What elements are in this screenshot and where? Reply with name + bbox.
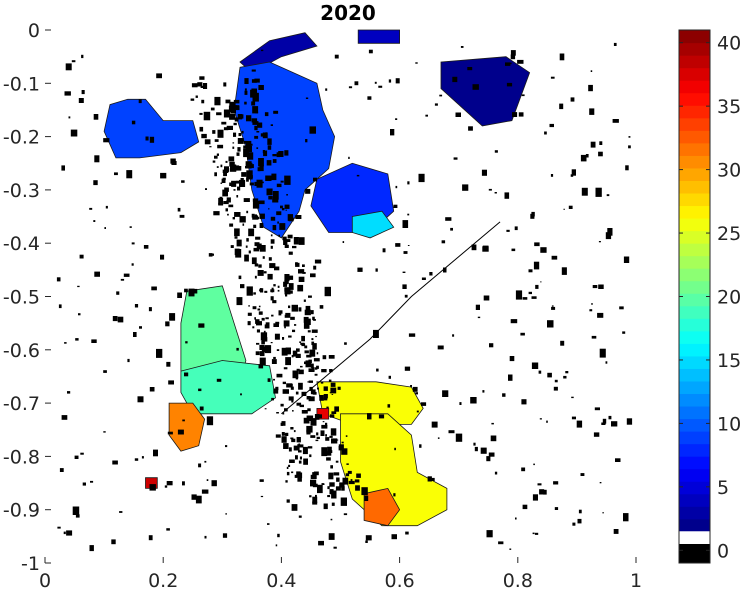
colorbar-segment	[679, 468, 710, 482]
colorbar-segment	[679, 518, 710, 532]
heatmap-region	[180, 360, 276, 415]
colorbar-segment	[679, 92, 710, 106]
colorbar-segment	[679, 155, 710, 169]
axes: 0 0.2 0.4 0.6 0.8 1 0 -0.1 -0.2 -0.3 -0.4 -0.5 -0.6 -…	[3, 20, 642, 592]
x-tick-label: 0	[39, 570, 51, 592]
colorbar-segment	[679, 280, 710, 294]
colorbar-tick-label: 20	[717, 287, 741, 309]
colorbar-segment	[679, 130, 710, 144]
heatmap-region	[363, 487, 401, 527]
colorbar-segment	[679, 217, 710, 232]
heatmap-region	[168, 402, 206, 452]
colorbar-tick-label: 40	[717, 33, 741, 55]
y-tick-label: -0.1	[3, 73, 40, 95]
x-tick-label: 0.6	[384, 570, 414, 592]
colorbar-segment	[679, 142, 710, 156]
colorbar-segment	[679, 318, 710, 332]
colorbar-segment	[679, 481, 710, 495]
colorbar-tick-label: 30	[717, 160, 741, 182]
colorbar-segment	[679, 330, 710, 344]
colorbar-segment	[679, 67, 710, 81]
colorbar-tick-label: 35	[717, 96, 741, 118]
y-tick-label: -0.9	[3, 500, 40, 522]
colorbar-segment	[679, 117, 710, 131]
x-tick-label: 0.4	[266, 570, 296, 592]
colorbar-segment	[679, 355, 710, 369]
y-tick-label: 0	[28, 20, 40, 42]
colorbar-tick-label: 10	[717, 413, 741, 435]
colorbar-segment	[679, 293, 710, 307]
chart-title: 2020	[320, 1, 376, 25]
colorbar-segment	[679, 305, 710, 319]
heatmap-region	[103, 98, 200, 159]
colorbar-segment	[679, 167, 710, 181]
colorbar-tick-label: 15	[717, 350, 741, 372]
colorbar-segment	[679, 243, 710, 257]
y-tick-label: -0.8	[3, 446, 40, 468]
colorbar-segment	[679, 105, 710, 119]
heatmap-region	[357, 29, 401, 44]
heatmap-area	[56, 29, 633, 552]
colorbar-segment	[679, 493, 710, 507]
heatmap-region	[440, 56, 531, 127]
colorbar-segment	[679, 456, 710, 470]
heatmap-region	[351, 210, 395, 239]
y-tick-label: -0.7	[3, 393, 40, 415]
colorbar-segment	[679, 380, 710, 395]
y-tick-label: -0.6	[3, 340, 40, 362]
colorbar: 0 5 10 15 20 25 30 35 40	[678, 29, 741, 564]
colorbar-segment	[679, 30, 710, 44]
colorbar-special-band	[679, 531, 710, 544]
colorbar-segment	[679, 343, 710, 357]
y-tick-label: -0.2	[3, 127, 40, 149]
colorbar-tick-label: 25	[717, 223, 741, 245]
colorbar-segment	[679, 80, 710, 94]
colorbar-tick-label: 5	[717, 477, 729, 499]
colorbar-segment	[679, 405, 710, 420]
y-tick-label: -1	[21, 553, 40, 575]
colorbar-segment	[679, 268, 710, 282]
y-tick-label: -0.4	[3, 233, 40, 255]
colorbar-segment	[679, 230, 710, 244]
colorbar-segment	[679, 180, 710, 194]
colorbar-segment	[679, 431, 710, 445]
colorbar-segment	[679, 255, 710, 269]
colorbar-segment	[679, 506, 710, 520]
colorbar-segment	[679, 443, 710, 457]
colorbar-segment	[679, 418, 710, 432]
colorbar-segment	[679, 192, 710, 207]
colorbar-segment	[679, 368, 710, 382]
zero-value-pixels	[56, 42, 633, 552]
y-tick-label: -0.3	[3, 180, 40, 202]
colorbar-special-band	[679, 543, 710, 563]
colorbar-segment	[679, 55, 710, 69]
colorbar-segment	[679, 42, 710, 56]
y-tick-label: -0.5	[3, 287, 40, 309]
x-tick-label: 1	[630, 570, 642, 592]
colorbar-tick-label: 0	[717, 540, 729, 562]
x-tick-label: 0.8	[503, 570, 533, 592]
colorbar-segment	[679, 393, 710, 407]
x-tick-label: 0.2	[148, 570, 178, 592]
colorbar-segment	[679, 205, 710, 219]
